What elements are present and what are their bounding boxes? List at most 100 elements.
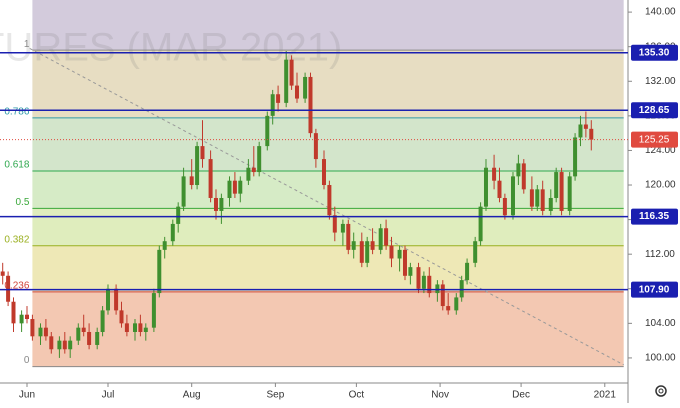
- x-tick-label: Oct: [349, 390, 365, 401]
- candle-body: [294, 85, 299, 99]
- candle-body: [446, 306, 451, 311]
- candle-body: [246, 167, 251, 181]
- candle-body: [76, 327, 81, 341]
- candle-body: [340, 223, 345, 233]
- candle-body: [313, 133, 318, 160]
- fib-band: [32, 50, 624, 118]
- candle-body: [151, 293, 156, 328]
- price-label: 135.30: [639, 47, 670, 58]
- candle-body: [589, 128, 594, 140]
- trendline: [29, 47, 624, 366]
- fib-label: 0: [24, 355, 30, 366]
- candle-body: [30, 319, 35, 337]
- candle-body: [11, 301, 16, 324]
- candle-body: [119, 310, 124, 324]
- candle-body: [95, 331, 100, 345]
- candle-body: [567, 176, 572, 211]
- candle-body: [473, 241, 478, 263]
- candle-body: [359, 241, 364, 263]
- price-label-box: [631, 208, 678, 225]
- candle-body: [132, 323, 137, 332]
- candle-body: [435, 284, 440, 294]
- price-label-box: [631, 281, 678, 298]
- candle-body: [38, 327, 43, 337]
- fib-band: [32, 117, 624, 172]
- candle-body: [384, 228, 389, 246]
- candle-body: [559, 172, 564, 211]
- candle-body: [548, 197, 553, 211]
- candle-body: [213, 197, 218, 211]
- candle-body: [578, 124, 583, 138]
- candle-body: [170, 223, 175, 242]
- y-tick-label: 120.00: [645, 180, 676, 191]
- candle-body: [6, 275, 11, 302]
- price-label: 128.65: [639, 105, 670, 116]
- settings-icon[interactable]: [655, 385, 667, 397]
- candle-body: [68, 340, 73, 350]
- candle-body: [24, 314, 29, 320]
- candle-body: [397, 249, 402, 259]
- price-label-box: [631, 44, 678, 61]
- price-label: 116.35: [639, 211, 669, 222]
- candle-body: [208, 159, 213, 198]
- candle-body: [346, 223, 351, 250]
- candle-body: [378, 228, 383, 250]
- current-price-box: [631, 131, 678, 148]
- candle-body: [421, 275, 426, 289]
- candle-body: [200, 146, 205, 160]
- candle-body: [516, 163, 521, 177]
- candle-body: [81, 327, 86, 332]
- candle-body: [402, 249, 407, 276]
- candle-body: [573, 137, 578, 177]
- candle-body: [143, 327, 148, 332]
- x-tick-label: Jul: [102, 390, 115, 401]
- x-tick-label: Aug: [183, 390, 201, 401]
- candle-body: [492, 167, 497, 181]
- candle-body: [232, 180, 237, 194]
- candle-body: [497, 180, 502, 198]
- candle-body: [238, 180, 243, 194]
- candle-body: [114, 288, 119, 311]
- candle-body: [465, 262, 470, 281]
- y-tick-label: 104.00: [645, 318, 676, 329]
- fib-label: 1: [24, 39, 30, 50]
- candle-body: [529, 189, 534, 207]
- y-tick-label: 140.00: [645, 7, 676, 18]
- candle-body: [454, 297, 459, 311]
- fib-band: [32, 0, 624, 51]
- candle-body: [219, 197, 224, 211]
- candle-body: [332, 215, 337, 233]
- price-label-box: [631, 102, 678, 119]
- fib-label: 0.786: [4, 107, 29, 118]
- candle-body: [554, 172, 559, 198]
- candle-body: [389, 245, 394, 259]
- y-tick-label: 132.00: [645, 76, 676, 87]
- plot-area: TURES (MAR 2021)00.2360.3820.50.6180.786…: [0, 0, 624, 368]
- price-label: 107.90: [639, 284, 670, 295]
- candle-body: [100, 310, 105, 332]
- candle-body: [257, 146, 262, 173]
- candle-body: [440, 284, 445, 307]
- candle-body: [265, 115, 270, 147]
- candle-body: [289, 59, 294, 86]
- candle-body: [583, 124, 588, 129]
- candle-body: [303, 76, 308, 99]
- candle-body: [157, 249, 162, 294]
- candle-body: [124, 323, 129, 332]
- candle-body: [370, 241, 375, 250]
- candle-body: [327, 185, 332, 216]
- candle-body: [416, 267, 421, 289]
- candle-body: [321, 159, 326, 186]
- candle-body: [251, 167, 256, 173]
- x-tick-label: 2021: [594, 390, 617, 401]
- x-tick-label: Dec: [512, 390, 530, 401]
- candle-body: [483, 167, 488, 207]
- fib-band: [32, 245, 624, 292]
- y-tick-label: 112.00: [645, 249, 675, 260]
- y-tick-label: 100.00: [645, 353, 676, 364]
- x-tick-label: Sep: [266, 390, 284, 401]
- candle-body: [162, 241, 167, 250]
- candle-body: [105, 288, 110, 311]
- fib-label: 0.5: [15, 197, 29, 208]
